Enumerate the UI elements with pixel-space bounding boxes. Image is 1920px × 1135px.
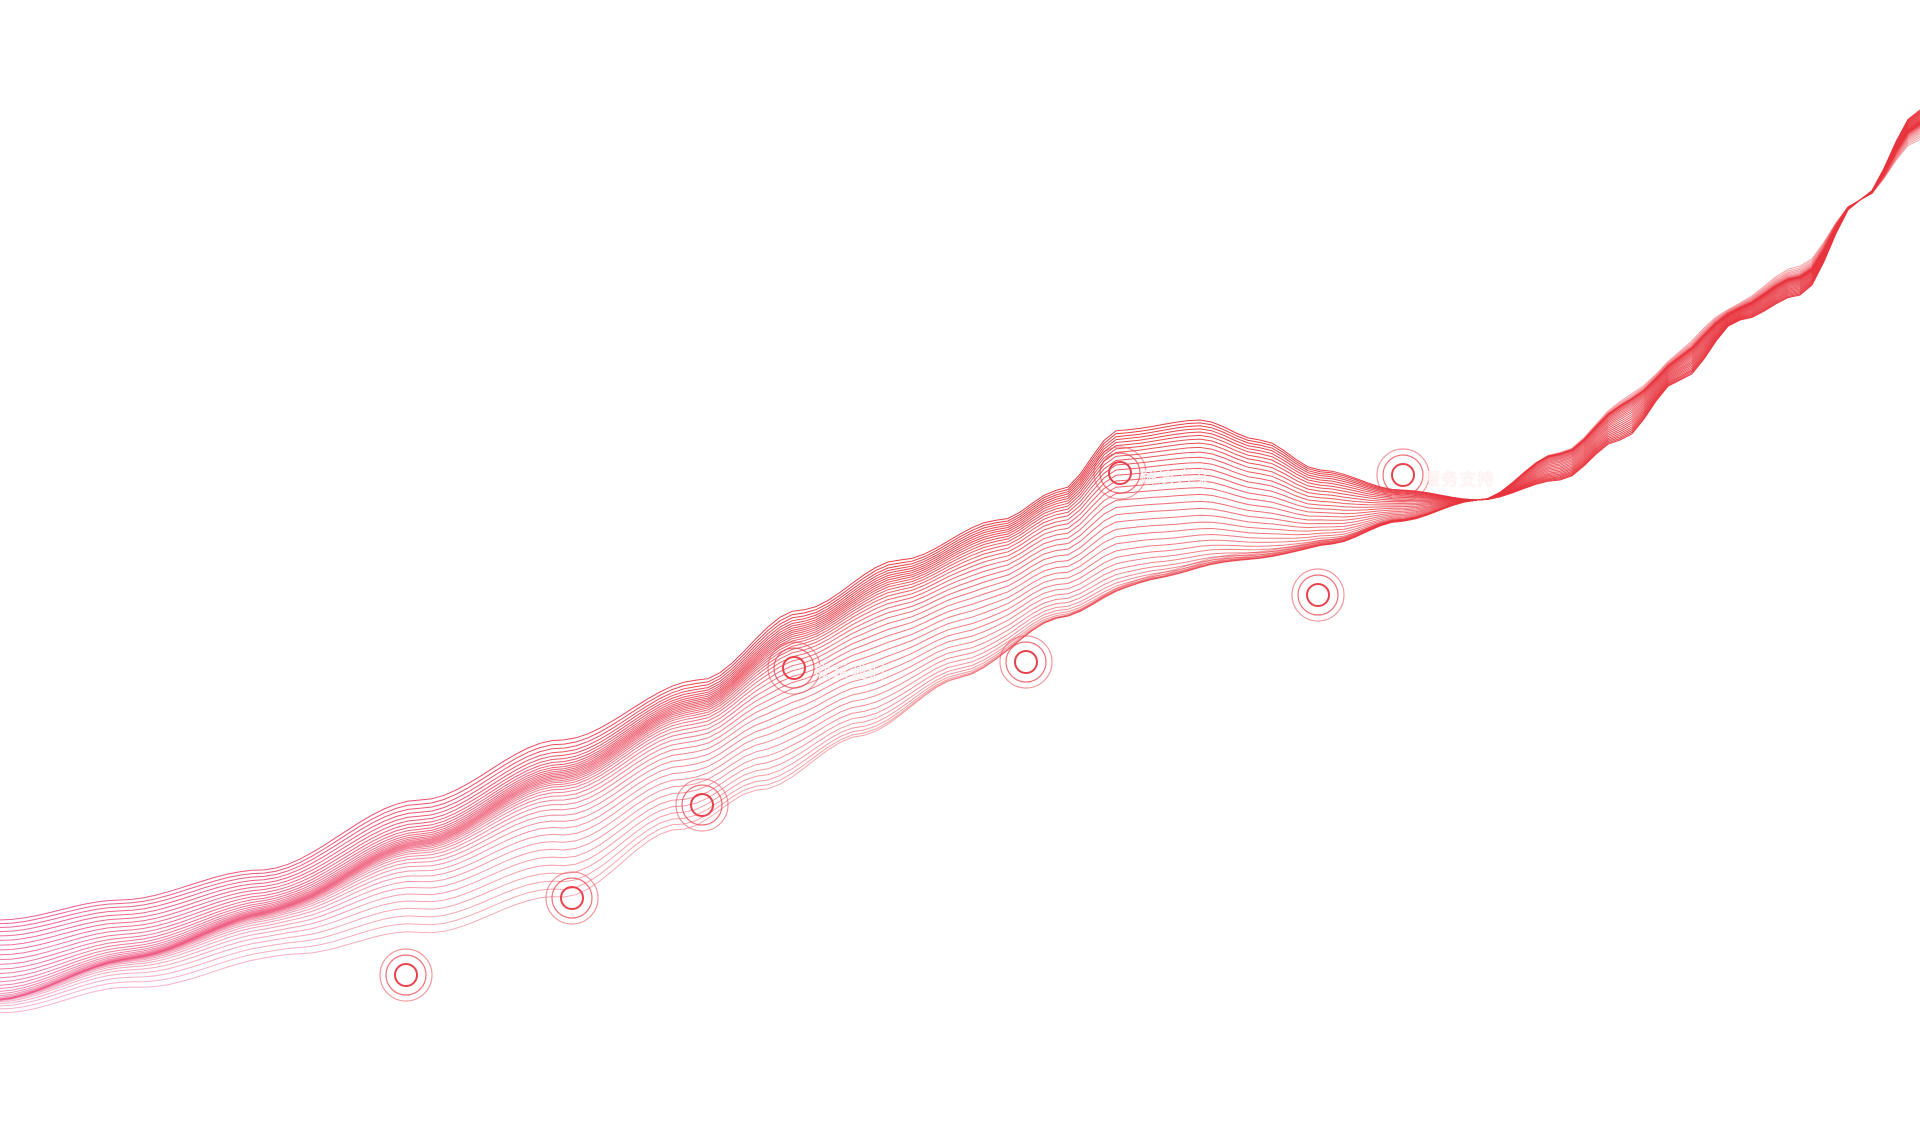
marker-8[interactable]: 服务支持	[1375, 447, 1494, 503]
marker-1[interactable]	[378, 947, 434, 1003]
marker-4[interactable]: 联系我们	[766, 640, 885, 696]
marker-7[interactable]	[1290, 567, 1346, 623]
marker-label: 解决方案	[1140, 468, 1212, 488]
marker-label: 服务支持	[1423, 470, 1495, 490]
marker-3[interactable]	[674, 777, 730, 833]
marker-2[interactable]	[544, 870, 600, 926]
marker-label: 联系我们	[814, 663, 886, 683]
marker-5[interactable]	[998, 634, 1054, 690]
marker-6[interactable]: 解决方案	[1092, 445, 1211, 501]
